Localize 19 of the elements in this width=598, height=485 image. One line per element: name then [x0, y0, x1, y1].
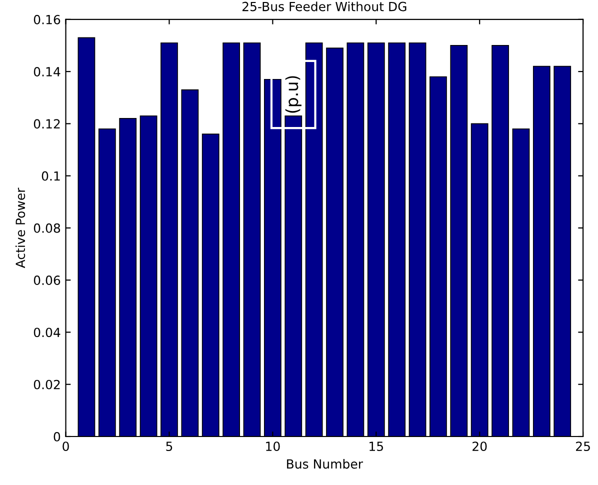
y-axis-title: Active Power [15, 188, 26, 268]
x-tick-label: 5 [166, 442, 172, 452]
chart-title: 25-Bus Feeder Without DG [242, 2, 406, 12]
y-tick-label: 0.06 [34, 276, 60, 286]
x-tick-label: 0 [62, 442, 69, 452]
y-tick-label: 0.12 [34, 119, 60, 129]
y-tick-label: 0.14 [34, 67, 60, 76]
y-tick-label: 0.08 [34, 223, 60, 233]
x-tick-label: 20 [472, 442, 487, 452]
x-axis-title: Bus Number [287, 459, 364, 469]
y-tick-label: 0 [54, 432, 60, 442]
y-tick-label: 0.02 [34, 380, 60, 390]
x-tick-label: 15 [370, 442, 384, 452]
y-tick-label: 0.16 [34, 14, 60, 24]
x-tick-label: 10 [266, 442, 280, 452]
y-tick-label: 0.1 [42, 171, 60, 181]
annotation: (p.u) [285, 76, 302, 113]
x-tick-label: 25 [576, 442, 590, 452]
y-tick-label: 0.04 [34, 328, 60, 338]
